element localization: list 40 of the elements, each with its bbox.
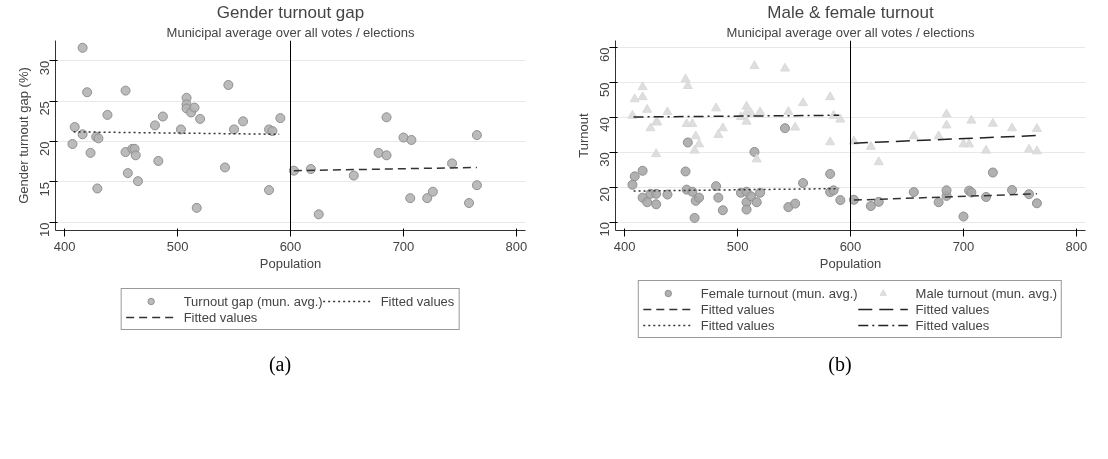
chart-subtitle: Municipal average over all votes / elections [166,24,415,40]
legend-label: Female turnout (mun. avg.) [700,285,858,301]
x-tick-label: 400 [53,238,76,254]
y-axis-title: Turnout [575,112,591,158]
text: (b) [828,352,852,377]
x-tick-label: 500 [166,238,189,254]
legend-label: Fitted values [380,293,455,309]
y-tick-label: 50 [597,82,612,97]
legend-label: Fitted values [915,301,990,317]
x-axis-title: Population [819,255,882,271]
y-tick-label: 25 [37,101,52,116]
x-tick-label: 700 [952,238,975,254]
x-tick-label: 600 [279,238,302,254]
x-tick-label: 400 [613,238,636,254]
y-axis-title: Gender turnout gap (%) [15,67,31,204]
y-tick-label: 20 [597,187,612,202]
x-axis-title: Population [259,255,322,271]
chart-title: Gender turnout gap [216,2,365,22]
chart-subtitle: Municipal average over all votes / elections [726,24,975,40]
chart-title: Male & female turnout [767,2,934,22]
x-tick-label: 700 [392,238,415,254]
legend-label: Turnout gap (mun. avg.) [183,293,323,309]
x-tick-label: 500 [726,238,749,254]
y-tick-label: 30 [37,60,52,76]
x-tick-label: 800 [1065,238,1088,254]
y-tick-label: 10 [37,222,52,237]
x-tick-label: 800 [505,238,528,254]
y-tick-label: 30 [597,152,612,167]
legend-label: Male turnout (mun. avg.) [915,285,1058,301]
y-tick-label: 15 [37,181,52,197]
legend-label: Fitted values [700,301,775,317]
legend-label: Fitted values [915,317,990,333]
text: (a) [268,352,292,378]
legend-label: Fitted values [700,317,775,333]
legend-label: Fitted values [183,309,258,325]
y-tick-label: 40 [597,117,612,132]
y-tick-label: 10 [597,222,612,237]
y-tick-label: 20 [37,141,52,157]
y-tick-label: 60 [597,47,612,62]
x-tick-label: 600 [839,238,862,254]
